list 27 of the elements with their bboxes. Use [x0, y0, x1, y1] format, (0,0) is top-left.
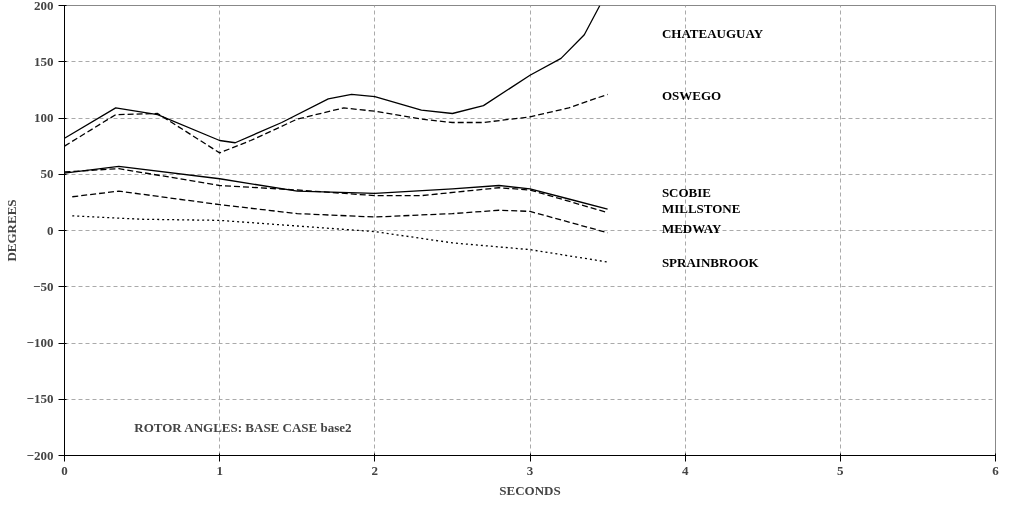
- annotation: ROTOR ANGLES: BASE CASE base2: [134, 419, 352, 435]
- line-series: [71, 215, 609, 263]
- y-tick-label: 200: [34, 0, 54, 13]
- x-tick-label: 2: [371, 462, 379, 478]
- y-tick-label: −50: [33, 278, 54, 294]
- x-tick-label: 5: [837, 462, 845, 478]
- y-tick-label: 0: [47, 222, 54, 238]
- line-series: [71, 190, 609, 234]
- x-tick-label: 4: [681, 462, 689, 478]
- x-tick-label: 1: [216, 462, 223, 478]
- y-axis-title: DEGREES: [3, 199, 19, 262]
- text: SCOBIE: [661, 184, 712, 200]
- y-tick-label: 100: [34, 110, 54, 125]
- text: SPRAINBROOK: [661, 254, 760, 270]
- text: MILLSTONE: [661, 200, 741, 216]
- text: MEDWAY: [661, 220, 722, 236]
- y-tick-label: −200: [26, 447, 54, 463]
- text: OSWEGO: [661, 88, 722, 103]
- y-tick-label: 50: [40, 166, 54, 182]
- y-tick-label: −150: [26, 391, 54, 407]
- x-axis-title: SECONDS: [499, 482, 561, 498]
- x-tick-label: 3: [526, 462, 534, 478]
- x-tick-label: 0: [61, 462, 68, 478]
- text: CHATEAUGUAY: [661, 26, 764, 42]
- x-tick-label: 6: [992, 462, 1000, 478]
- y-tick-label: −100: [26, 335, 54, 350]
- y-tick-label: 150: [34, 53, 54, 69]
